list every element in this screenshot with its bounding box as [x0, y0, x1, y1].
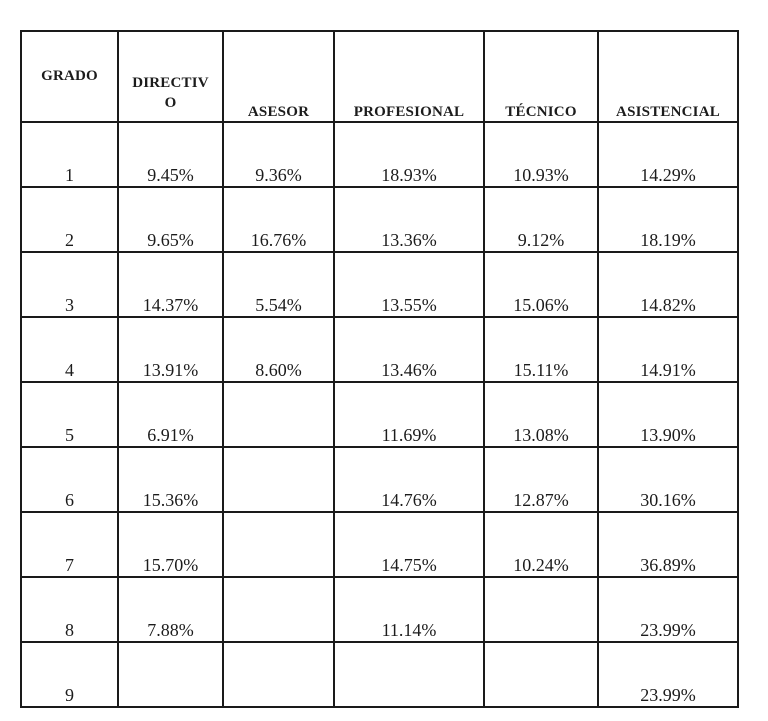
grado-cell: 5 [20, 381, 119, 448]
cell-profesional [333, 641, 485, 708]
column-header-tecnico: TÉCNICO [483, 30, 599, 123]
grado-cell: 8 [20, 576, 119, 643]
cell-profesional: 13.46% [333, 316, 485, 383]
table-row: 1 9.45% 9.36% 18.93% 10.93% 14.29% [20, 121, 739, 188]
table-row: 7 15.70% 14.75% 10.24% 36.89% [20, 511, 739, 578]
cell-directivo: 7.88% [117, 576, 224, 643]
cell-directivo: 9.45% [117, 121, 224, 188]
cell-directivo: 15.36% [117, 446, 224, 513]
grado-cell: 6 [20, 446, 119, 513]
cell-profesional: 18.93% [333, 121, 485, 188]
grado-cell: 2 [20, 186, 119, 253]
cell-tecnico [483, 576, 599, 643]
cell-asesor [222, 641, 335, 708]
table-body: 1 9.45% 9.36% 18.93% 10.93% 14.29% 2 9.6… [20, 121, 739, 708]
cell-asistencial: 14.91% [597, 316, 739, 383]
cell-asesor: 8.60% [222, 316, 335, 383]
column-header-directivo: DIRECTIV O [117, 30, 224, 123]
table-row: 5 6.91% 11.69% 13.08% 13.90% [20, 381, 739, 448]
cell-asesor [222, 511, 335, 578]
cell-asesor [222, 381, 335, 448]
cell-tecnico: 15.11% [483, 316, 599, 383]
cell-asesor: 5.54% [222, 251, 335, 318]
column-header-asistencial: ASISTENCIAL [597, 30, 739, 123]
cell-asesor [222, 446, 335, 513]
table-row: 4 13.91% 8.60% 13.46% 15.11% 14.91% [20, 316, 739, 383]
cell-profesional: 14.75% [333, 511, 485, 578]
cell-tecnico: 12.87% [483, 446, 599, 513]
cell-asesor: 9.36% [222, 121, 335, 188]
grado-cell: 1 [20, 121, 119, 188]
cell-tecnico: 13.08% [483, 381, 599, 448]
cell-asistencial: 14.29% [597, 121, 739, 188]
table-header: GRADO DIRECTIV O ASESOR PROFESIONAL TÉCN… [20, 30, 739, 123]
cell-directivo: 15.70% [117, 511, 224, 578]
cell-profesional: 14.76% [333, 446, 485, 513]
grado-cell: 9 [20, 641, 119, 708]
grado-cell: 3 [20, 251, 119, 318]
table-row: 9 23.99% [20, 641, 739, 708]
cell-tecnico: 10.24% [483, 511, 599, 578]
table-row: 6 15.36% 14.76% 12.87% 30.16% [20, 446, 739, 513]
table-row: 8 7.88% 11.14% 23.99% [20, 576, 739, 643]
cell-tecnico: 10.93% [483, 121, 599, 188]
cell-profesional: 13.55% [333, 251, 485, 318]
cell-directivo: 6.91% [117, 381, 224, 448]
cell-tecnico [483, 641, 599, 708]
table-row: 3 14.37% 5.54% 13.55% 15.06% 14.82% [20, 251, 739, 318]
grade-percentage-table: GRADO DIRECTIV O ASESOR PROFESIONAL TÉCN… [20, 30, 739, 708]
cell-tecnico: 9.12% [483, 186, 599, 253]
cell-asistencial: 18.19% [597, 186, 739, 253]
cell-directivo: 13.91% [117, 316, 224, 383]
cell-profesional: 13.36% [333, 186, 485, 253]
cell-asesor: 16.76% [222, 186, 335, 253]
cell-asistencial: 23.99% [597, 641, 739, 708]
cell-profesional: 11.69% [333, 381, 485, 448]
cell-asistencial: 13.90% [597, 381, 739, 448]
cell-asistencial: 23.99% [597, 576, 739, 643]
column-header-grado: GRADO [20, 30, 119, 123]
column-header-asesor: ASESOR [222, 30, 335, 123]
cell-asesor [222, 576, 335, 643]
grado-cell: 4 [20, 316, 119, 383]
cell-directivo [117, 641, 224, 708]
cell-tecnico: 15.06% [483, 251, 599, 318]
cell-asistencial: 30.16% [597, 446, 739, 513]
cell-asistencial: 14.82% [597, 251, 739, 318]
column-header-profesional: PROFESIONAL [333, 30, 485, 123]
cell-directivo: 9.65% [117, 186, 224, 253]
grade-percentage-table-container: GRADO DIRECTIV O ASESOR PROFESIONAL TÉCN… [20, 30, 739, 708]
table-row: 2 9.65% 16.76% 13.36% 9.12% 18.19% [20, 186, 739, 253]
cell-asistencial: 36.89% [597, 511, 739, 578]
header-row: GRADO DIRECTIV O ASESOR PROFESIONAL TÉCN… [20, 30, 739, 123]
grado-cell: 7 [20, 511, 119, 578]
cell-directivo: 14.37% [117, 251, 224, 318]
cell-profesional: 11.14% [333, 576, 485, 643]
